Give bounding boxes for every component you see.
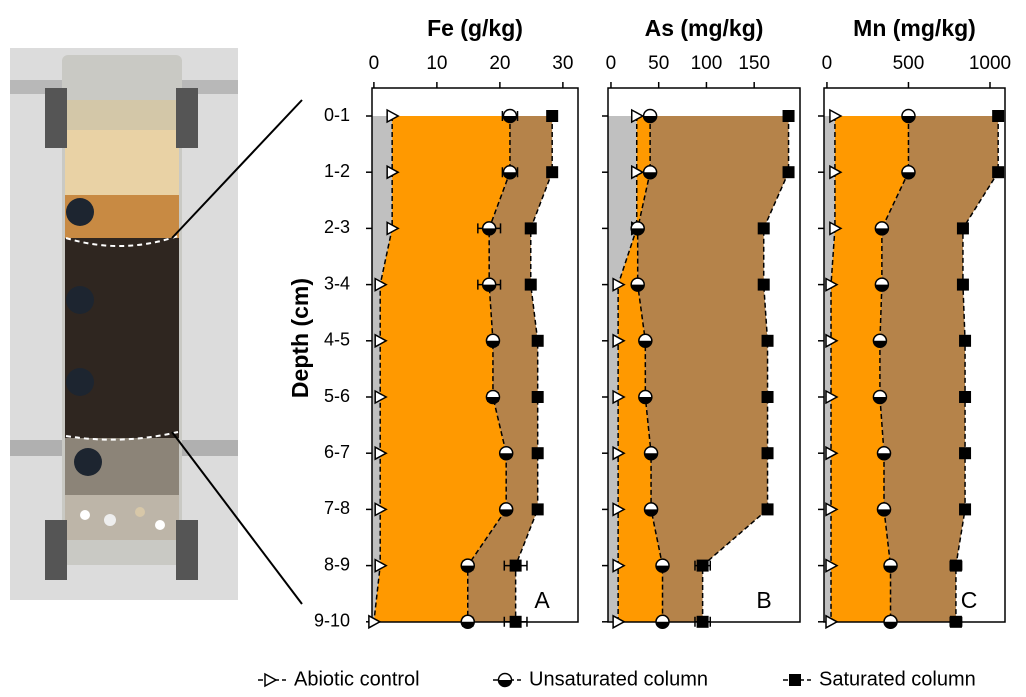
marker [992,166,1004,178]
marker [959,391,971,403]
marker [878,447,891,460]
x-tick-label: 500 [893,53,925,74]
marker [510,616,522,628]
column-photo [10,48,238,600]
marker [762,335,774,347]
x-tick-label: 150 [738,53,770,74]
marker [546,166,558,178]
y-tick-label: 2-3 [324,217,350,237]
marker [510,560,522,572]
marker [762,503,774,515]
panel-label: C [961,587,978,613]
marker [873,391,886,404]
legend-label: Saturated column [819,668,976,690]
x-tick-label: 30 [552,53,573,74]
x-tick-label: 1000 [969,53,1011,74]
legend: Abiotic control Unsaturated column Saturat… [258,668,976,690]
marker [631,222,644,235]
marker [525,279,537,291]
marker [483,278,496,291]
marker [503,110,516,123]
x-tick-label: 10 [426,53,447,74]
marker [656,559,669,572]
y-tick-label: 6-7 [324,442,350,462]
y-tick-label: 7-8 [324,498,350,518]
marker [461,615,474,628]
x-tick-label: 100 [691,53,723,74]
marker [631,278,644,291]
marker [639,334,652,347]
marker [884,559,897,572]
marker [486,391,499,404]
marker [992,110,1004,122]
marker [532,503,544,515]
marker [532,447,544,459]
marker [525,222,537,234]
marker [265,674,276,686]
x-tick-label: 0 [822,53,833,74]
marker [697,616,709,628]
y-tick-label: 8-9 [324,554,350,574]
marker [783,110,795,122]
marker [486,334,499,347]
marker [959,447,971,459]
legend-label: Unsaturated column [529,668,708,690]
marker [644,166,657,179]
marker [902,110,915,123]
marker [500,503,513,516]
panel-label: A [534,587,550,613]
marker [503,166,516,179]
x-tick-label: 20 [489,53,510,74]
marker [878,503,891,516]
marker [644,110,657,123]
marker [959,335,971,347]
marker [461,559,474,572]
y-tick-label: 9-10 [314,611,350,631]
panel-title: Mn (mg/kg) [853,15,976,41]
marker [902,166,915,179]
marker [950,616,962,628]
marker [762,391,774,403]
marker [656,615,669,628]
marker [483,222,496,235]
y-tick-label: 1-2 [324,161,350,181]
marker [789,674,801,686]
legend-label: Abiotic control [294,668,420,690]
panel-title: Fe (g/kg) [427,15,523,41]
marker [639,391,652,404]
marker [873,334,886,347]
marker [645,447,658,460]
marker [875,222,888,235]
x-tick-label: 0 [369,53,380,74]
marker [950,560,962,572]
panel-title: As (mg/kg) [645,15,764,41]
marker [499,674,512,687]
y-axis-label: Depth (cm) [287,278,313,398]
marker [957,222,969,234]
marker [758,222,770,234]
y-tick-label: 3-4 [324,273,350,293]
x-tick-label: 0 [606,53,617,74]
marker [762,447,774,459]
marker [783,166,795,178]
marker [546,110,558,122]
marker [532,335,544,347]
marker [500,447,513,460]
figure: Depth (cm) Abiotic control Unsaturated co… [0,0,1026,692]
marker [884,615,897,628]
y-tick-label: 4-5 [324,330,350,350]
marker [959,503,971,515]
marker [957,279,969,291]
panel-label: B [756,587,771,613]
y-tick-label: 5-6 [324,386,350,406]
marker [645,503,658,516]
x-tick-label: 50 [648,53,669,74]
marker [697,560,709,572]
marker [758,279,770,291]
marker [532,391,544,403]
marker [875,278,888,291]
y-tick-label: 0-1 [324,105,350,125]
